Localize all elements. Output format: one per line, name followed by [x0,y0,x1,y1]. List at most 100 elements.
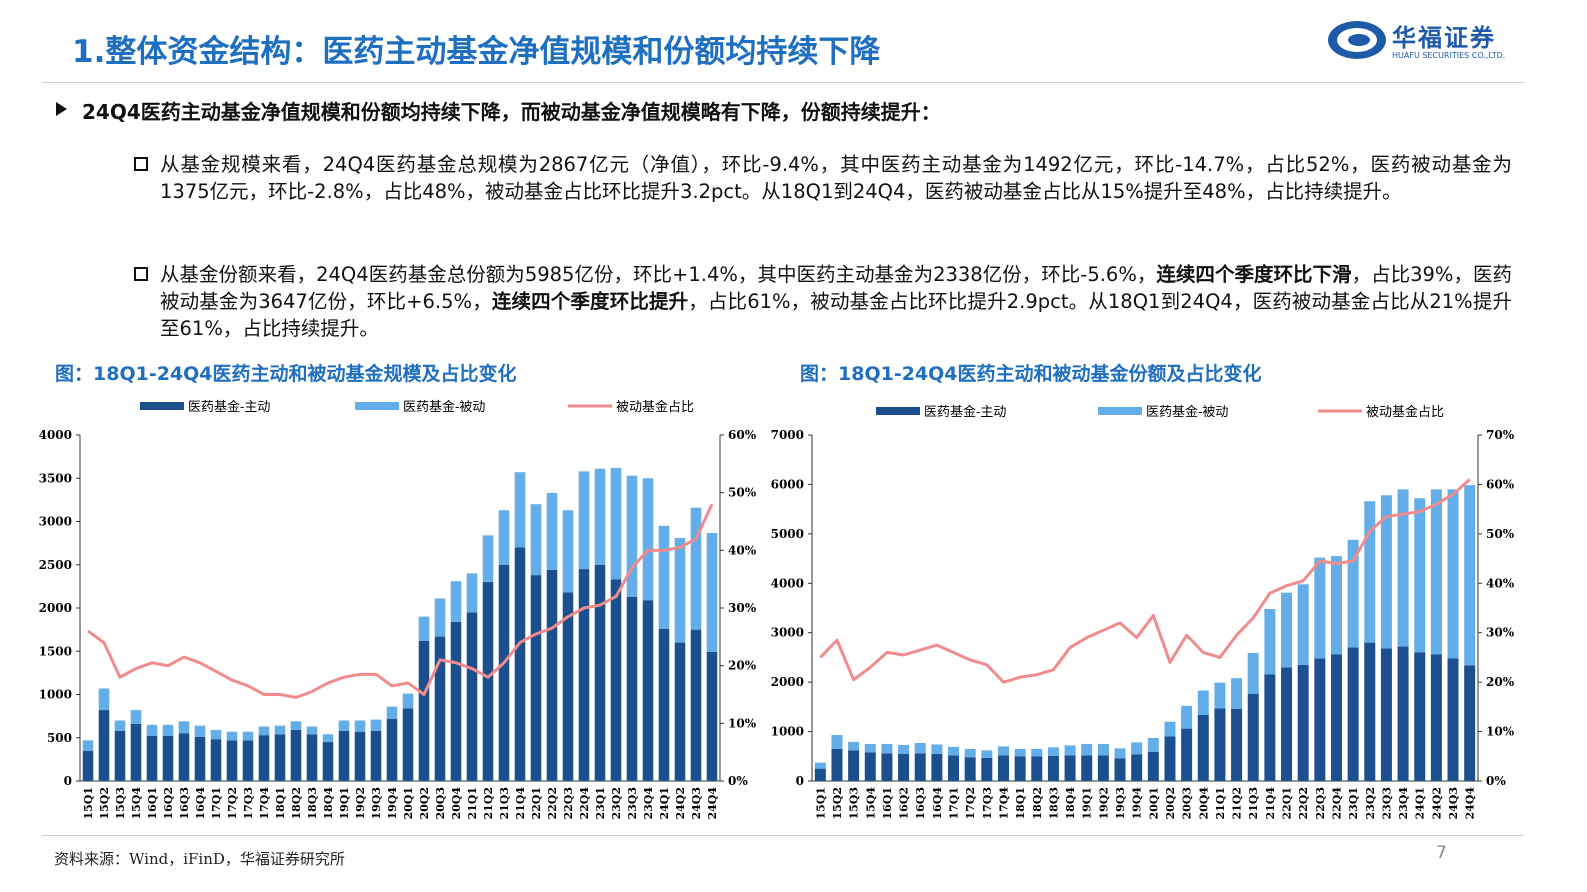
bar [1147,737,1159,752]
text-run: ，占比61%，被动基金占比环比提升2.9pct。从18Q1到24Q4，医药被动基… [160,290,1512,340]
bar [674,642,686,781]
x-tick-label: 17Q2 [964,787,977,820]
bar [1281,592,1293,668]
logo-icon [1328,21,1386,59]
slide-title: 1.整体资金结构：医药主动基金净值规模和份额均持续下降 [72,34,881,70]
x-tick-label: 19Q2 [1097,787,1110,820]
bullet-square [134,267,148,281]
x-tick-label: 24Q3 [1447,787,1460,820]
bar [1097,743,1109,756]
bar [306,726,318,735]
x-tick-label: 22Q2 [546,787,559,820]
y-tick-label: 4000 [39,428,72,442]
y2-tick-label: 70% [1486,428,1515,442]
chart-title: 图：18Q1-24Q4医药主动和被动基金规模及占比变化 [55,362,517,385]
bar [848,741,860,751]
x-tick-label: 15Q4 [130,787,143,820]
bar [1131,754,1143,781]
x-tick-label: 24Q2 [1430,787,1443,820]
y2-tick-label: 50% [1486,527,1515,541]
bar [1264,674,1276,781]
bar [1330,556,1342,655]
x-tick-label: 21Q1 [466,787,479,820]
bar [530,575,542,781]
bar [562,510,574,593]
page-number: 7 [1436,843,1447,863]
bar [546,492,558,570]
y2-tick-label: 50% [728,486,757,500]
x-tick-label: 20Q4 [1197,787,1210,820]
bar [194,736,206,781]
y2-tick-label: 40% [1486,576,1515,590]
bar [178,733,190,781]
x-tick-label: 17Q3 [981,787,994,820]
bar [306,734,318,781]
x-tick-label: 23Q2 [1364,787,1377,820]
bar [322,734,334,743]
logo-name: 华福证券 [1392,23,1496,52]
divider [42,835,1524,836]
bullet-text: 从基金规模来看，24Q4医药基金总规模为2867亿元（净值），环比-9.4%，其… [160,151,1512,205]
x-tick-label: 18Q4 [1064,787,1077,820]
y2-tick-label: 20% [1486,675,1515,689]
y-tick-label: 500 [47,731,72,745]
text-run: 从基金份额来看，24Q4医药基金总份额为5985亿份，环比+1.4%，其中医药主… [160,263,1157,286]
x-tick-label: 18Q3 [306,787,319,820]
bar [130,710,142,724]
bar [981,750,993,758]
bar [98,710,110,781]
bar [178,721,190,734]
bar [1247,652,1259,695]
y-tick-label: 3000 [771,626,804,640]
y2-tick-label: 30% [728,601,757,615]
x-tick-label: 16Q2 [162,787,175,820]
bar [370,730,382,781]
y-tick-label: 2000 [771,675,804,689]
x-tick-label: 16Q3 [914,787,927,820]
bar [1231,678,1243,709]
x-tick-label: 22Q3 [562,787,575,820]
legend-label: 医药基金-主动 [188,399,270,415]
bar [482,535,494,583]
y-tick-label: 0 [796,774,804,788]
x-tick-label: 19Q3 [1114,787,1127,820]
y2-tick-label: 60% [1486,477,1515,491]
bar [658,525,670,629]
bar [370,719,382,731]
x-tick-label: 19Q4 [386,787,399,820]
bar [1264,608,1276,675]
y-tick-label: 3000 [39,515,72,529]
bar [514,547,526,781]
text-run: ，占比39%，医药被动基金为3647亿份，环比+6.5%， [160,263,1512,313]
x-tick-label: 17Q3 [242,787,255,820]
bar [226,740,238,781]
bar [642,600,654,781]
bar [1347,539,1359,648]
bar [1297,584,1309,665]
x-tick-label: 17Q4 [258,787,271,820]
bar [1181,728,1193,781]
x-tick-label: 21Q3 [498,787,511,820]
bar [1197,690,1209,715]
x-tick-label: 24Q4 [1464,787,1477,820]
bar [466,573,478,613]
bar [578,569,590,781]
x-tick-label: 18Q2 [1031,787,1044,820]
x-tick-label: 21Q2 [1231,787,1244,820]
bar [626,596,638,781]
bar [354,731,366,781]
bar [1114,758,1126,781]
bar [386,718,398,781]
text-run: 从基金规模来看，24Q4医药基金总规模为2867亿元（净值），环比-9.4%，其… [160,153,1512,203]
bar [1330,654,1342,781]
bar [1081,755,1093,781]
bar [594,564,606,781]
bar [98,688,110,711]
x-tick-label: 18Q4 [322,787,335,820]
bar [706,651,718,781]
x-tick-label: 23Q4 [1397,787,1410,820]
x-tick-label: 19Q3 [370,787,383,820]
x-tick-label: 16Q3 [178,787,191,820]
y-tick-label: 1500 [39,644,72,658]
